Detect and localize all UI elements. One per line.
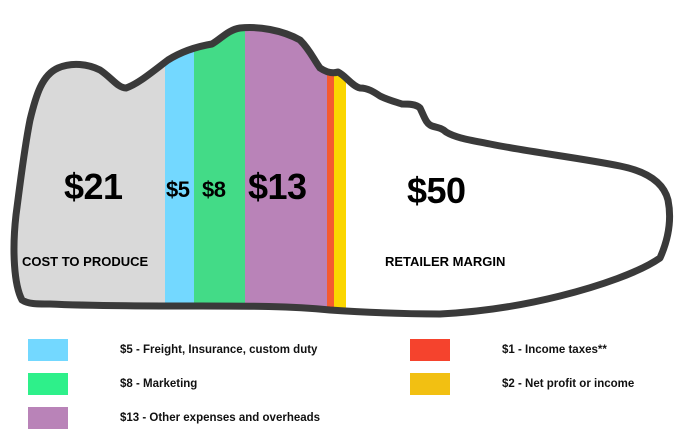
segment-freight xyxy=(165,27,194,314)
shoe-outline xyxy=(10,24,674,318)
segment-taxes xyxy=(327,27,334,314)
legend-text-freight: $5 - Freight, Insurance, custom duty xyxy=(120,344,318,356)
label-retailer-margin: RETAILER MARGIN xyxy=(385,254,506,269)
segment-profit xyxy=(334,27,346,314)
amount-freight: $5 xyxy=(166,177,190,202)
legend-text-marketing: $8 - Marketing xyxy=(120,378,198,390)
amount-other: $13 xyxy=(248,166,307,207)
amount-marketing: $8 xyxy=(202,177,226,202)
legend-item-freight: $5 - Freight, Insurance, custom duty xyxy=(28,339,317,361)
legend-item-taxes: $1 - Income taxes** xyxy=(410,339,607,361)
legend-swatch-taxes xyxy=(410,339,450,361)
legend-item-other: $13 - Other expenses and overheads xyxy=(28,407,320,429)
segment-marketing xyxy=(194,27,245,314)
segment-other xyxy=(245,27,327,314)
legend-swatch-freight xyxy=(28,339,68,361)
legend-swatch-other xyxy=(28,407,68,429)
legend-swatch-profit xyxy=(410,373,450,395)
legend-text-other: $13 - Other expenses and overheads xyxy=(120,412,321,424)
legend-text-taxes: $1 - Income taxes** xyxy=(502,344,607,356)
shoe-diagram xyxy=(10,24,674,318)
amount-retailer: $50 xyxy=(407,170,466,211)
legend-item-profit: $2 - Net profit or income xyxy=(410,373,634,395)
legend-item-marketing: $8 - Marketing xyxy=(28,373,197,395)
label-cost-to-produce: COST TO PRODUCE xyxy=(22,254,149,269)
legend-text-profit: $2 - Net profit or income xyxy=(502,378,635,390)
amount-cost: $21 xyxy=(64,166,123,207)
legend-swatch-marketing xyxy=(28,373,68,395)
